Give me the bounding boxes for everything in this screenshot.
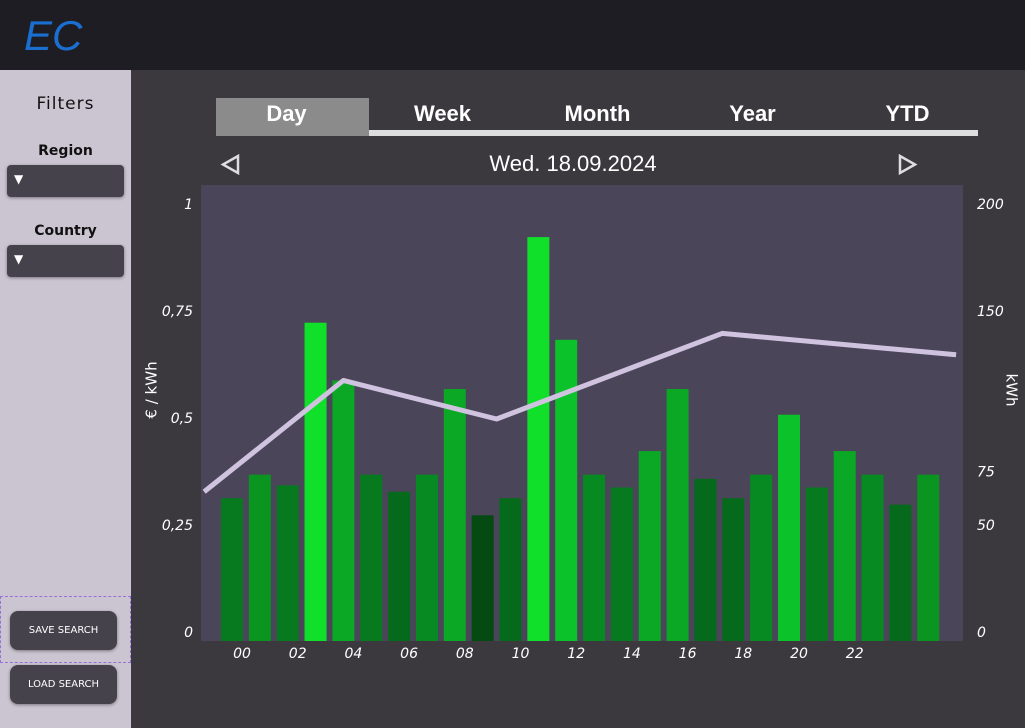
y-tick-label: 1 <box>184 197 193 213</box>
tab[interactable]: Week <box>413 101 472 126</box>
bar <box>332 380 355 641</box>
x-tick-label: 06 <box>400 646 418 662</box>
x-tick-label: 20 <box>790 646 808 662</box>
y2-tick-label: 200 <box>977 197 1004 213</box>
y-tick-label: 0,75 <box>162 304 193 320</box>
filter-label: Country <box>34 223 97 239</box>
x-tick-label: 04 <box>344 646 362 662</box>
bar <box>583 474 606 641</box>
x-tick-label: 02 <box>289 646 307 662</box>
y2-axis-label: kWh <box>1003 373 1021 406</box>
x-tick-label: 18 <box>734 646 752 662</box>
y-tick-label: 0,5 <box>171 411 193 427</box>
filters-title: Filters <box>36 94 95 114</box>
bar <box>443 389 466 641</box>
bar <box>833 451 856 641</box>
country-dropdown[interactable]: ▼ <box>7 245 124 277</box>
bar <box>276 485 299 641</box>
y-tick-label: 0,25 <box>162 518 193 534</box>
filter-label: Region <box>38 143 93 159</box>
y2-tick-label: 75 <box>977 465 995 481</box>
y2-tick-label: 0 <box>977 625 986 641</box>
line <box>202 330 957 494</box>
date: Wed. 18.09.2024 <box>489 151 657 176</box>
bar <box>861 474 884 641</box>
x-tick-label: 10 <box>512 646 530 662</box>
tab-underline <box>369 130 978 136</box>
bar <box>304 322 327 641</box>
bar <box>694 478 717 641</box>
bar <box>248 474 271 641</box>
region-dropdown[interactable]: ▼ <box>7 165 124 197</box>
bar <box>360 474 383 641</box>
tab[interactable]: Year <box>729 101 776 126</box>
bar <box>638 451 661 641</box>
y2-tick-label: 150 <box>977 304 1004 320</box>
bar <box>499 498 522 641</box>
x-tick-label: 08 <box>456 646 474 662</box>
bar <box>778 414 800 641</box>
bar <box>917 474 940 641</box>
prev-arrow[interactable] <box>220 154 242 176</box>
bar <box>471 515 494 641</box>
logo: EC <box>24 12 83 59</box>
bar <box>889 504 912 641</box>
bar <box>555 339 578 641</box>
y2-tick-label: 50 <box>977 518 995 534</box>
bar <box>722 498 745 641</box>
tab[interactable]: YTD <box>885 101 930 126</box>
x-tick-label: 16 <box>679 646 697 662</box>
x-tick-label: 22 <box>846 646 864 662</box>
bar <box>527 237 550 641</box>
active-tab-bg <box>216 98 369 136</box>
x-tick-label: 00 <box>233 646 251 662</box>
next-arrow[interactable] <box>896 154 918 176</box>
tab[interactable]: Month <box>564 101 631 126</box>
selection-outline <box>0 596 131 663</box>
load-button[interactable]: LOAD SEARCH <box>10 665 117 704</box>
sidebar: Filters Region ▼ Country ▼ SAVE SEARCH L… <box>0 70 131 728</box>
save-button[interactable]: SAVE SEARCH <box>10 611 117 650</box>
x-tick-label: 12 <box>567 646 585 662</box>
bar <box>610 487 633 641</box>
x-tick-label: 14 <box>623 646 641 662</box>
bar <box>805 487 828 641</box>
tab[interactable]: Day <box>266 101 307 126</box>
y-tick-label: 0 <box>184 625 193 641</box>
bar <box>750 474 773 641</box>
bar <box>221 498 243 641</box>
bar <box>388 491 411 641</box>
header: EC <box>0 0 1025 70</box>
bar <box>415 474 438 641</box>
y-axis-label: € / kWh <box>143 361 161 418</box>
bar <box>666 389 689 641</box>
